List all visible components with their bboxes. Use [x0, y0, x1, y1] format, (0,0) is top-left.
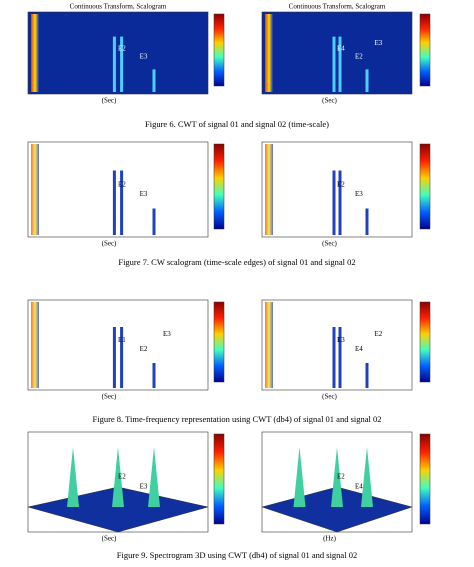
event-label: E3 [375, 39, 383, 47]
figure-caption: Figure 7. CW scalogram (time-scale edges… [118, 257, 355, 267]
energy-ridge [31, 144, 39, 235]
colorbar [213, 13, 225, 87]
surface-peak [361, 447, 373, 507]
surface-peak [148, 447, 160, 507]
panel-title: Continuous Transform, Scalogram [70, 3, 167, 11]
surface-peak [293, 447, 306, 507]
event-label: E2 [118, 473, 126, 481]
colorbar [419, 301, 431, 383]
colorbar [213, 143, 225, 230]
plot-area [261, 141, 413, 238]
x-axis-label: (Sec) [102, 240, 117, 248]
x-axis-label: (Sec) [322, 97, 337, 105]
colorbar [419, 143, 431, 230]
event-label: E3 [337, 336, 345, 344]
figure-panel: Continuous Transform, Scalogram (Sec) E4 E2… [261, 3, 431, 105]
event-label: E4 [355, 345, 363, 353]
plot-area [27, 299, 209, 391]
energy-ridge [265, 14, 273, 92]
event-label: E2 [337, 180, 345, 188]
event-label: E2 [118, 180, 126, 188]
surface-peak [112, 447, 124, 507]
colorbar [213, 433, 225, 525]
plot-area [27, 11, 209, 95]
x-axis-label: (Sec) [322, 240, 337, 248]
panel-title: Continuous Transform, Scalogram [289, 3, 386, 11]
event-label: E2 [118, 45, 126, 53]
x-axis-label: (Sec) [102, 97, 117, 105]
colorbar [419, 433, 431, 525]
figure-panel: (Sec) E3 E4 E2 [261, 299, 431, 401]
figure-caption: Figure 9. Spectrogram 3D using CWT (db4)… [117, 550, 357, 560]
energy-ridge [265, 144, 273, 235]
figure-panel: (Hz) E2 E4 [261, 431, 431, 543]
figure-caption: Figure 6. CWT of signal 01 and signal 02… [145, 119, 329, 129]
figure-panel: (Sec) E2 E3 [27, 431, 225, 543]
energy-ridge [31, 302, 39, 388]
figure-panel: (Sec) E1 E2 E3 [27, 299, 225, 401]
figure-panel: (Sec) E2 E3 [27, 141, 225, 248]
event-label: E3 [140, 483, 148, 491]
event-label: E2 [375, 330, 383, 338]
colorbar [419, 13, 431, 87]
x-axis-label: (Sec) [102, 535, 117, 543]
event-label: E3 [355, 190, 363, 198]
energy-ridge [265, 302, 273, 388]
plot-area [261, 299, 413, 391]
event-label: E1 [118, 336, 126, 344]
plot-area [27, 141, 209, 238]
event-label: E4 [337, 45, 345, 53]
plot-area [261, 11, 413, 95]
surface-peak [67, 447, 79, 507]
event-label: E3 [140, 53, 148, 61]
figure-panel: Continuous Transform, Scalogram (Sec) E2 E3 [27, 3, 225, 105]
event-label: E2 [140, 345, 148, 353]
event-label: E2 [337, 473, 345, 481]
event-label: E2 [355, 53, 363, 61]
x-axis-label: (Sec) [102, 393, 117, 401]
figure-panel: (Sec) E2 E3 [261, 141, 431, 248]
x-axis-label: (Hz) [323, 535, 336, 543]
event-label: E3 [163, 330, 171, 338]
figure-caption: Figure 8. Time-frequency representation … [92, 414, 381, 424]
surface-peak [331, 447, 343, 507]
energy-ridge [31, 14, 39, 92]
colorbar [213, 301, 225, 383]
event-label: E4 [355, 483, 363, 491]
event-label: E3 [140, 190, 148, 198]
x-axis-label: (Sec) [322, 393, 337, 401]
